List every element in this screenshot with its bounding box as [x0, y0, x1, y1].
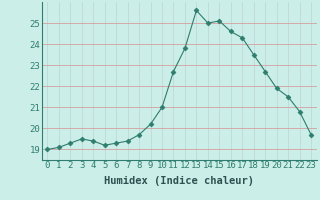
X-axis label: Humidex (Indice chaleur): Humidex (Indice chaleur)	[104, 176, 254, 186]
